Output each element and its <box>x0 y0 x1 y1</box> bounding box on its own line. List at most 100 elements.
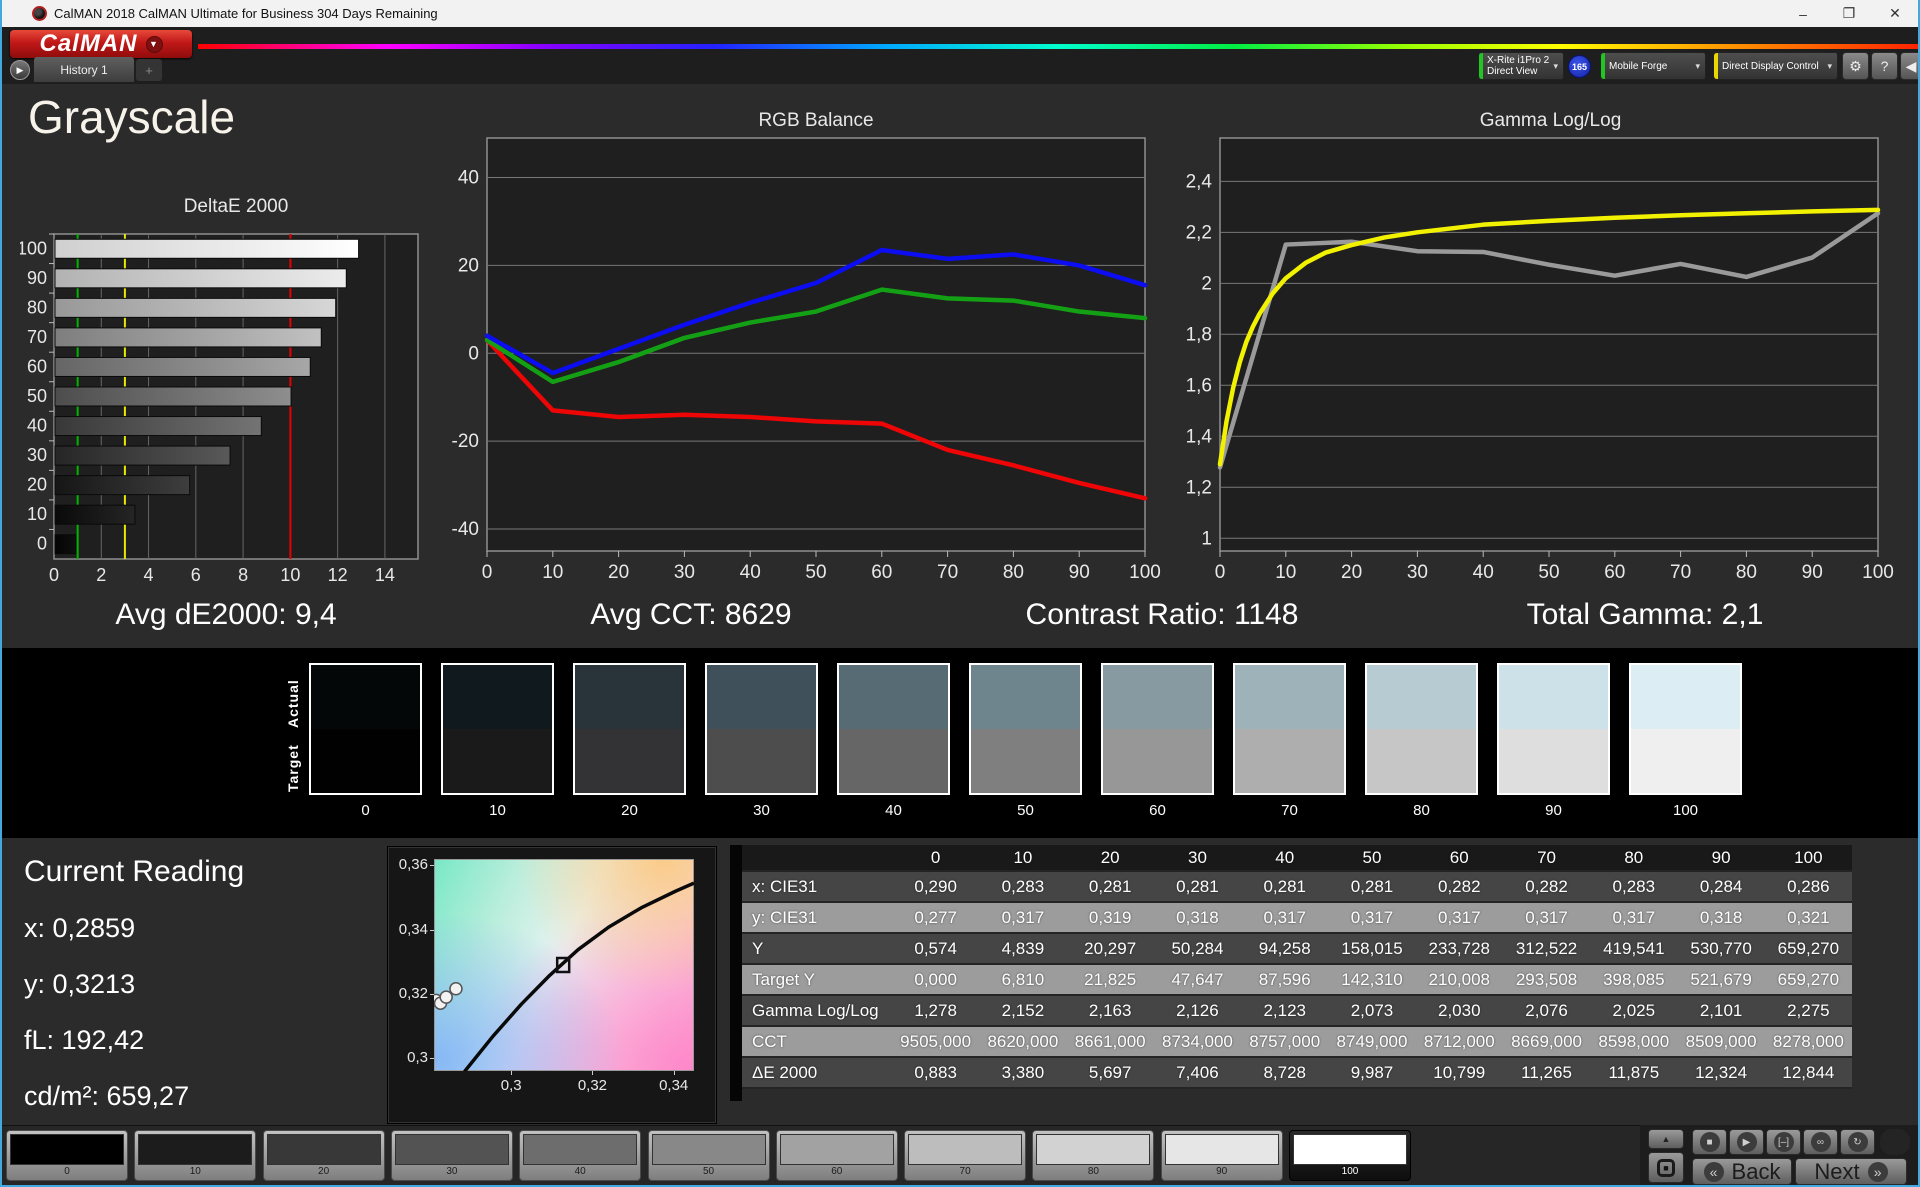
table-cell: 0,318 <box>1677 903 1765 934</box>
calman-logo-menu[interactable]: CalMAN ▼ <box>10 30 192 58</box>
table-header-50: 50 <box>1328 845 1416 872</box>
target-color-90 <box>1499 729 1608 793</box>
level-patch-50[interactable]: 50 <box>647 1130 770 1181</box>
cie-diagram <box>434 881 694 1071</box>
table-cell: 2,076 <box>1502 996 1591 1027</box>
actual-color-100 <box>1631 665 1740 729</box>
table-cell: 0,317 <box>1502 903 1591 934</box>
swatch-label: 40 <box>885 802 902 819</box>
play-button[interactable]: ▶ <box>1729 1129 1764 1155</box>
patch-color-50 <box>651 1134 766 1165</box>
series-green <box>484 287 1148 385</box>
marker-mode-button[interactable]: ■ <box>1648 1152 1684 1183</box>
x-axis-label: 90 <box>1802 562 1823 583</box>
y-axis-label: 10 <box>27 504 47 524</box>
deltae-chart-title: DeltaE 2000 <box>183 196 289 217</box>
table-cell: 312,522 <box>1502 934 1591 965</box>
series-blue <box>484 247 1148 376</box>
level-patch-10[interactable]: 10 <box>134 1130 257 1181</box>
deltae-bar-40 <box>54 416 262 437</box>
x-axis-label: 14 <box>375 565 395 585</box>
add-tab-button[interactable]: + <box>136 59 162 81</box>
settings-button[interactable]: ⚙ <box>1842 52 1869 80</box>
up-arrow-icon: ▲ <box>1661 1134 1671 1144</box>
swatch-30 <box>705 663 818 795</box>
patch-color-10 <box>138 1134 253 1165</box>
x-axis-label: 0 <box>1215 562 1226 583</box>
swatch-50 <box>969 663 1082 795</box>
level-patch-40[interactable]: 40 <box>519 1130 642 1181</box>
maximize-button[interactable]: ❐ <box>1842 5 1856 21</box>
table-cell: 9505,000 <box>892 1027 980 1058</box>
level-patch-20[interactable]: 20 <box>262 1130 385 1181</box>
level-patch-70[interactable]: 70 <box>904 1130 1027 1181</box>
minimize-button[interactable]: – <box>1799 5 1807 22</box>
target-color-80 <box>1367 729 1476 793</box>
patch-color-20 <box>266 1134 381 1165</box>
range-button[interactable]: [–] <box>1766 1129 1801 1155</box>
display-control-dropdown[interactable]: Direct Display Control ▾ <box>1713 52 1838 80</box>
y-axis-label: 80 <box>27 297 47 317</box>
patch-label: 60 <box>831 1166 843 1177</box>
table-cell: 0,283 <box>1590 872 1678 903</box>
table-header-label <box>742 845 892 872</box>
cie-y-label: 0,36 <box>398 856 428 874</box>
next-button[interactable]: Next » <box>1795 1158 1907 1185</box>
tab-history-1[interactable]: History 1 <box>34 57 134 82</box>
actual-row-label: Actual <box>285 679 301 728</box>
loop-button[interactable]: ∞ <box>1803 1129 1838 1155</box>
close-button[interactable]: ✕ <box>1889 5 1901 21</box>
table-cell: 659,270 <box>1764 965 1852 996</box>
table-cell: 87,596 <box>1241 965 1329 996</box>
target-color-20 <box>575 729 684 793</box>
table-cell: 3,380 <box>979 1058 1067 1089</box>
level-patch-0[interactable]: 0 <box>6 1130 128 1181</box>
row-label: Target Y <box>742 965 892 996</box>
app-icon <box>32 6 47 21</box>
level-patch-60[interactable]: 60 <box>775 1130 898 1181</box>
expand-controls-button[interactable]: ▲ <box>1648 1129 1684 1149</box>
refresh-button[interactable]: ↻ <box>1840 1129 1875 1155</box>
swatch-label: 30 <box>753 802 770 819</box>
x-axis-label: 12 <box>328 565 348 585</box>
table-cell: 8749,000 <box>1328 1027 1416 1058</box>
table-header-100: 100 <box>1764 845 1852 872</box>
level-patch-30[interactable]: 30 <box>390 1130 513 1181</box>
y-axis-label: 1 <box>1201 528 1212 549</box>
meter-dropdown[interactable]: X-Rite i1Pro 2 Direct View ▾ <box>1478 52 1564 80</box>
next-label: Next <box>1814 1158 1860 1184</box>
swatch-40 <box>837 663 950 795</box>
stop-button[interactable]: ■ <box>1692 1129 1727 1155</box>
back-button[interactable]: « Back <box>1692 1158 1792 1185</box>
swatch-0 <box>309 663 422 795</box>
source-dropdown[interactable]: Mobile Forge ▾ <box>1600 52 1706 80</box>
titlebar: CalMAN 2018 CalMAN Ultimate for Business… <box>2 0 1918 27</box>
collapse-panel-button[interactable]: ◀ <box>1900 52 1918 80</box>
level-patch-90[interactable]: 90 <box>1160 1130 1283 1181</box>
table-cell: 8598,000 <box>1590 1027 1678 1058</box>
x-axis-label: 70 <box>1670 562 1691 583</box>
help-button[interactable]: ? <box>1871 52 1898 80</box>
table-cell: 2,275 <box>1764 996 1852 1027</box>
table-cell: 8757,000 <box>1241 1027 1329 1058</box>
table-cell: 530,770 <box>1677 934 1765 965</box>
actual-color-40 <box>839 665 948 729</box>
swatch-label: 20 <box>621 802 638 819</box>
gear-icon: ⚙ <box>1849 57 1862 74</box>
table-cell: 8734,000 <box>1153 1027 1242 1058</box>
x-axis-label: 90 <box>1069 562 1090 583</box>
cie-x-label: 0,3 <box>500 1077 522 1094</box>
table-cell: 5,697 <box>1066 1058 1154 1089</box>
level-patch-100[interactable]: 100 <box>1289 1130 1411 1181</box>
tab-scroll-button[interactable]: ▶ <box>10 60 30 80</box>
x-axis-label: 40 <box>1473 562 1494 583</box>
patch-color-60 <box>779 1134 894 1165</box>
table-cell: 521,679 <box>1677 965 1765 996</box>
level-patch-80[interactable]: 80 <box>1032 1130 1155 1181</box>
patch-label: 70 <box>959 1166 971 1177</box>
avg-cct-value: Avg CCT: 8629 <box>590 598 792 631</box>
table-cell: 9,987 <box>1328 1058 1416 1089</box>
x-axis-label: 8 <box>238 565 248 585</box>
table-cell: 0,318 <box>1153 903 1242 934</box>
table-header-30: 30 <box>1153 845 1242 872</box>
